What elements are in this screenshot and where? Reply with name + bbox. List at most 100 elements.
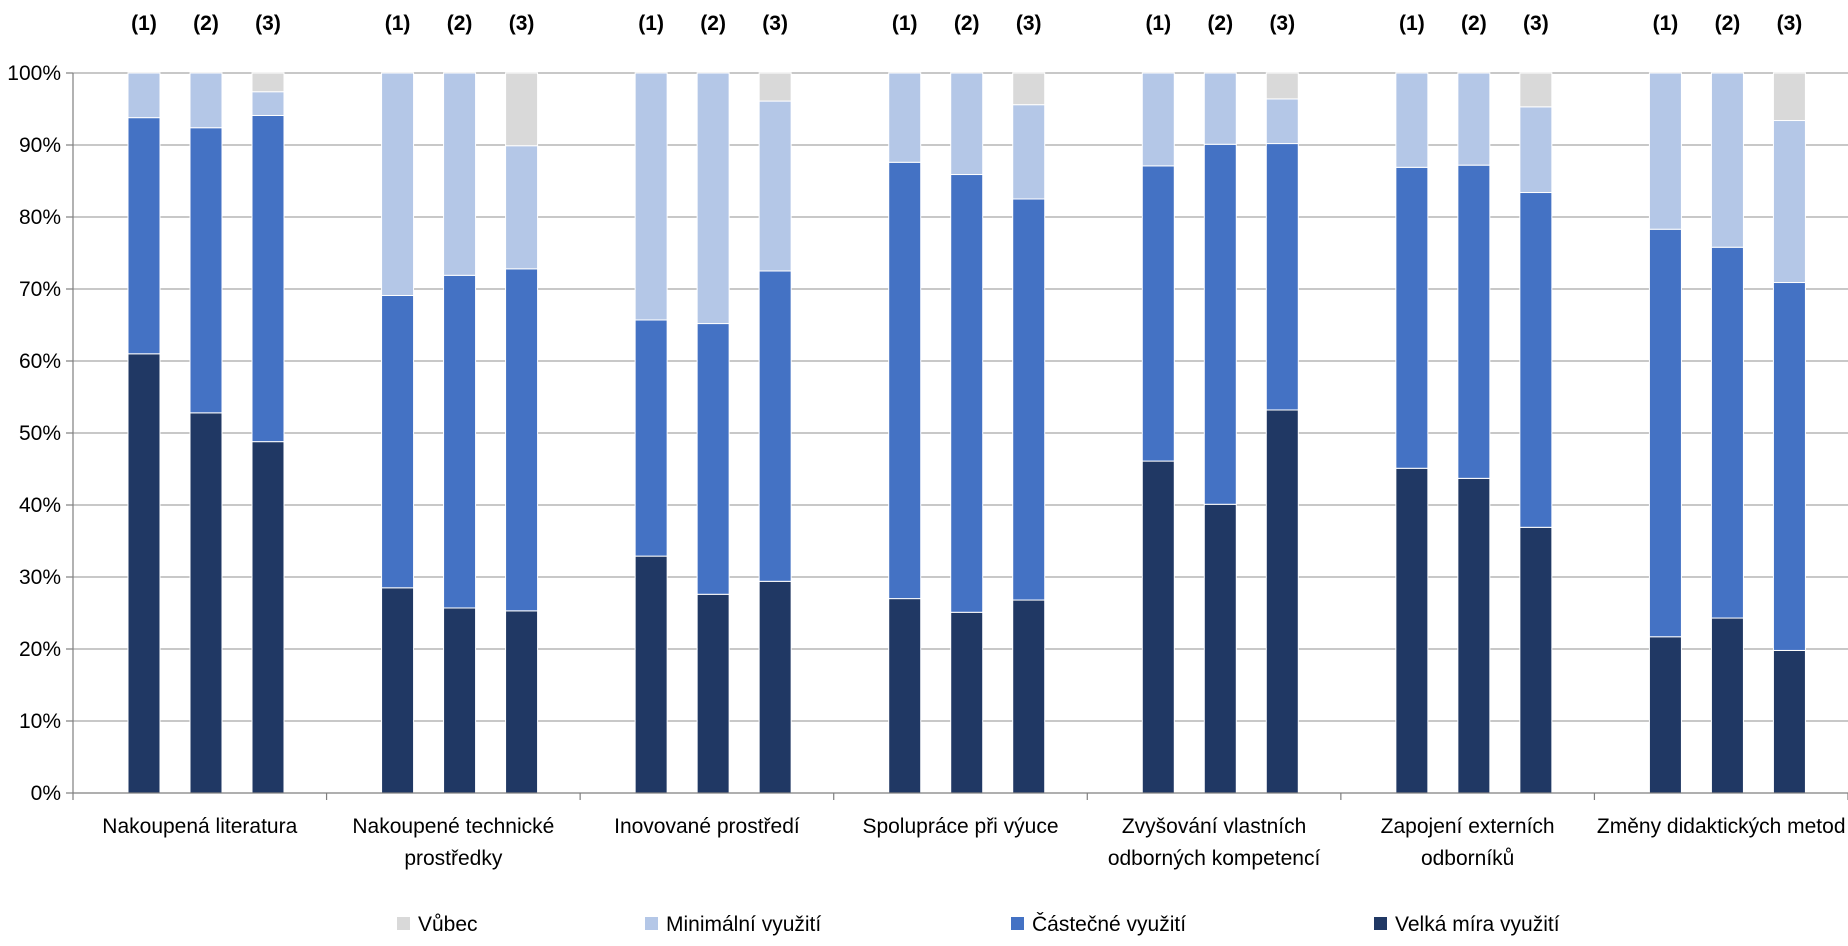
bar-segment — [1265, 98, 1299, 145]
bar-segment — [1203, 72, 1237, 145]
bar-segment — [1265, 409, 1299, 794]
bar-segment — [1395, 166, 1429, 469]
legend-swatch — [1374, 917, 1387, 930]
bar-segment — [189, 127, 223, 414]
y-tick-label: 40% — [19, 494, 61, 517]
bar-segment — [634, 555, 668, 794]
bar-segment — [1648, 72, 1682, 230]
bar-segment — [1141, 165, 1175, 462]
bar-segment — [251, 441, 285, 794]
bar-segment — [443, 72, 477, 276]
bar-index-label: (2) — [193, 12, 219, 35]
bar-segment — [251, 72, 285, 93]
bar-segment — [189, 72, 223, 129]
bar-segment — [950, 611, 984, 794]
bar-segment — [1141, 72, 1175, 167]
bar-segment — [1203, 143, 1237, 505]
bar-index-label: (1) — [1399, 12, 1425, 35]
bar-index-label: (3) — [1523, 12, 1549, 35]
bar-segment — [443, 607, 477, 794]
bar-index-label: (2) — [1715, 12, 1741, 35]
axes — [66, 72, 1848, 800]
category-label: odborníků — [1421, 847, 1514, 870]
legend-label: Minimální využití — [666, 913, 821, 936]
y-tick-label: 60% — [19, 350, 61, 373]
bar-segment — [1772, 72, 1806, 122]
bar-index-label: (1) — [1145, 12, 1171, 35]
bar-segment — [1395, 467, 1429, 794]
bar-segment — [1519, 192, 1553, 528]
bar-segment — [888, 72, 922, 163]
bar-segment — [888, 161, 922, 600]
bar-index-label: (2) — [700, 12, 726, 35]
category-label: Změny didaktických metod — [1597, 815, 1846, 838]
bar-segment — [634, 319, 668, 557]
legend-swatch — [1011, 917, 1024, 930]
bar-segment — [696, 323, 730, 595]
bar-segment — [758, 72, 792, 102]
legend-swatch — [397, 917, 410, 930]
bar-index-label: (2) — [1461, 12, 1487, 35]
bar-segment — [1648, 228, 1682, 638]
bar-index-label: (1) — [131, 12, 157, 35]
bar-index-label: (3) — [1016, 12, 1042, 35]
y-tick-label: 70% — [19, 278, 61, 301]
bar-segment — [127, 117, 161, 355]
y-tick-label: 90% — [19, 134, 61, 157]
legend-swatch — [645, 917, 658, 930]
category-label: prostředky — [404, 847, 503, 870]
bar-index-label: (1) — [638, 12, 664, 35]
category-label: Zapojení externích — [1381, 815, 1555, 838]
bar-segment — [950, 72, 984, 176]
bar-segment — [251, 91, 285, 116]
y-tick-label: 100% — [7, 62, 61, 85]
bar-segment — [127, 72, 161, 119]
bar-index-label: (2) — [447, 12, 473, 35]
legend-label: Vůbec — [418, 913, 478, 936]
bar-segment — [505, 145, 539, 270]
category-label: Nakoupené technické — [352, 815, 554, 838]
bar-segment — [1772, 120, 1806, 284]
bar-segment — [505, 268, 539, 612]
bar-segment — [1710, 246, 1744, 619]
bar-segment — [1457, 72, 1491, 166]
y-tick-label: 10% — [19, 710, 61, 733]
bar-segment — [696, 72, 730, 325]
bar-segment — [381, 72, 415, 296]
bar-segment — [1012, 599, 1046, 794]
bar-segment — [1710, 72, 1744, 248]
bar-segment — [505, 72, 539, 147]
y-tick-label: 80% — [19, 206, 61, 229]
bar-segment — [1519, 526, 1553, 794]
bar-index-label: (1) — [1653, 12, 1679, 35]
bar-segment — [251, 114, 285, 443]
bar-segment — [381, 294, 415, 589]
bar-segment — [1012, 198, 1046, 601]
y-tick-label: 30% — [19, 566, 61, 589]
labels: 0% 10% 20% 30% 40% 50% 60% 70% 80% 90% 100% (1) (2) (… — [7, 12, 1845, 870]
y-tick-label: 20% — [19, 638, 61, 661]
bar-index-label: (3) — [1269, 12, 1295, 35]
category-label: Spolupráce při výuce — [862, 815, 1058, 838]
bar-segment — [1519, 72, 1553, 108]
bar-index-label: (1) — [892, 12, 918, 35]
bar-segment — [1648, 636, 1682, 794]
bar-segment — [634, 72, 668, 321]
bar-segment — [505, 610, 539, 794]
bar-segment — [758, 270, 792, 582]
bar-segment — [1772, 649, 1806, 794]
bar-segment — [1012, 104, 1046, 200]
bar-segment — [1265, 72, 1299, 100]
bar-segment — [1710, 617, 1744, 794]
bar-segment — [1457, 477, 1491, 794]
bar-index-label: (3) — [509, 12, 535, 35]
category-label: Nakoupená literatura — [102, 815, 297, 838]
bar-segment — [888, 598, 922, 794]
bar-segment — [1265, 143, 1299, 411]
bar-segment — [189, 412, 223, 794]
bar-index-label: (2) — [1207, 12, 1233, 35]
bar-index-label: (2) — [954, 12, 980, 35]
bar-segment — [127, 353, 161, 794]
